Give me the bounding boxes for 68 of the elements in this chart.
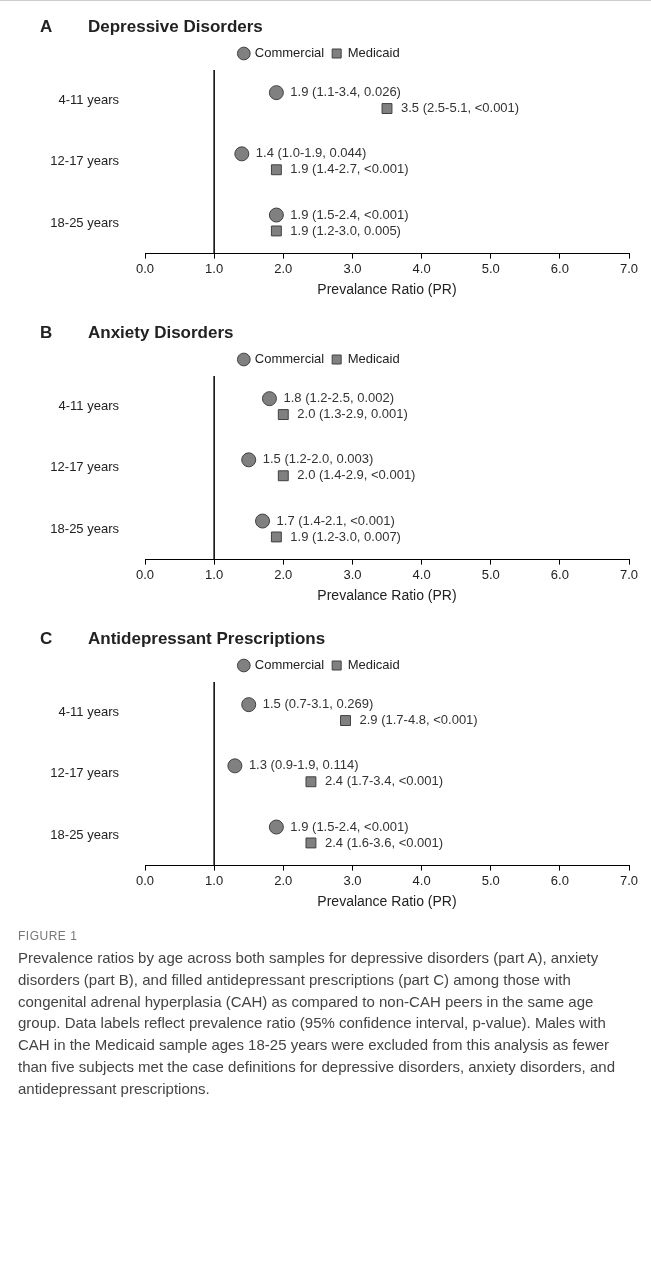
x-tick-label: 3.0 <box>343 872 362 888</box>
chart-title: Depressive Disorders <box>88 17 263 37</box>
x-tick-label: 4.0 <box>412 872 431 888</box>
x-tick-label: 1.0 <box>205 872 224 888</box>
legend-label: Commercial <box>254 351 325 367</box>
text: Prevalence ratios by age across both samples for depressive disorders (part A), anxiety disorders (part B), and filled antidepressant prescriptions (part C) among those with congenital adrenal hyperplasia (CAH) as compared to non-CAH peers in the same age group. Data labels reflect prevalence ratio (95% confidence interval, p-value). Males with CAH in the Medicaid sample ages 18-25 years were excluded from this analysis as fewer than five subjects met the case definitions for depressive disorders, anxiety disorders, and antidepressant prescriptions. <box>18 948 616 1099</box>
y-tick-label: 12-17 years <box>50 153 120 169</box>
data-label: 1.9 (1.2-3.0, 0.007) <box>290 528 401 544</box>
x-tick-label: 7.0 <box>619 872 639 888</box>
x-tick-label: 6.0 <box>550 260 569 276</box>
legend-label: Medicaid <box>347 351 400 367</box>
x-tick-label: 5.0 <box>481 872 500 888</box>
x-tick-label: 6.0 <box>550 566 569 582</box>
legend-label: Commercial <box>254 657 325 673</box>
chart-title: Anxiety Disorders <box>88 323 234 343</box>
legend-label: Commercial <box>254 45 325 61</box>
chart-title: Antidepressant Prescriptions <box>88 629 326 649</box>
y-tick-label: 4-11 years <box>58 704 120 720</box>
x-tick-label: 2.0 <box>274 872 293 888</box>
data-label: 2.4 (1.7-3.4, <0.001) <box>324 773 444 789</box>
x-tick-label: 7.0 <box>619 260 639 276</box>
data-label: 1.3 (0.9-1.9, 0.114) <box>248 757 359 773</box>
data-label: 2.9 (1.7-4.8, <0.001) <box>359 712 478 728</box>
x-tick-label: 1.0 <box>205 260 224 276</box>
y-tick-label: 18-25 years <box>50 826 120 842</box>
x-tick-label: 3.0 <box>343 260 362 276</box>
x-tick-label: 0.0 <box>135 566 155 582</box>
caption: FIGURE 1 <box>18 929 79 943</box>
x-axis-title: Prevalance Ratio (PR) <box>317 893 457 910</box>
data-label: 3.5 (2.5-5.1, <0.001) <box>401 100 520 116</box>
y-tick-label: 4-11 years <box>58 398 120 414</box>
x-tick-label: 7.0 <box>619 566 639 582</box>
data-label: 1.5 (1.2-2.0, 0.003) <box>262 451 374 467</box>
x-axis-title: Prevalance Ratio (PR) <box>317 281 457 298</box>
text: C <box>40 629 54 649</box>
x-tick-label: 0.0 <box>135 260 155 276</box>
x-tick-label: 0.0 <box>135 872 155 888</box>
x-tick-label: 5.0 <box>481 566 500 582</box>
data-label: 1.9 (1.4-2.7, <0.001) <box>290 161 409 177</box>
data-label: 2.4 (1.6-3.6, <0.001) <box>324 834 444 850</box>
x-tick-label: 4.0 <box>412 566 431 582</box>
y-tick-label: 12-17 years <box>50 459 120 475</box>
x-tick-label: 6.0 <box>550 872 569 888</box>
text: A <box>40 17 54 37</box>
legend-label: Medicaid <box>347 657 400 673</box>
x-tick-label: 3.0 <box>343 566 362 582</box>
data-label: 1.9 (1.5-2.4, <0.001) <box>290 206 409 222</box>
y-tick-label: 18-25 years <box>50 520 120 536</box>
data-label: 1.9 (1.5-2.4, <0.001) <box>290 818 409 834</box>
legend-label: Medicaid <box>347 45 400 61</box>
y-tick-label: 4-11 years <box>58 92 120 108</box>
data-label: 1.5 (0.7-3.1, 0.269) <box>262 696 374 712</box>
x-tick-label: 4.0 <box>412 260 431 276</box>
data-label: 2.0 (1.3-2.9, 0.001) <box>297 406 408 422</box>
x-axis-title: Prevalance Ratio (PR) <box>317 587 457 604</box>
text: B <box>40 323 54 343</box>
data-label: 1.9 (1.2-3.0, 0.005) <box>290 222 401 238</box>
x-tick-label: 2.0 <box>274 566 293 582</box>
x-tick-label: 5.0 <box>481 260 500 276</box>
data-label: 1.8 (1.2-2.5, 0.002) <box>283 390 395 406</box>
y-tick-label: 12-17 years <box>50 765 120 781</box>
data-label: 1.4 (1.0-1.9, 0.044) <box>255 145 367 161</box>
x-tick-label: 2.0 <box>274 260 293 276</box>
data-label: 2.0 (1.4-2.9, <0.001) <box>297 467 416 483</box>
data-label: 1.7 (1.4-2.1, <0.001) <box>276 512 395 528</box>
data-label: 1.9 (1.1-3.4, 0.026) <box>290 84 401 100</box>
y-tick-label: 18-25 years <box>50 214 120 230</box>
x-tick-label: 1.0 <box>205 566 224 582</box>
